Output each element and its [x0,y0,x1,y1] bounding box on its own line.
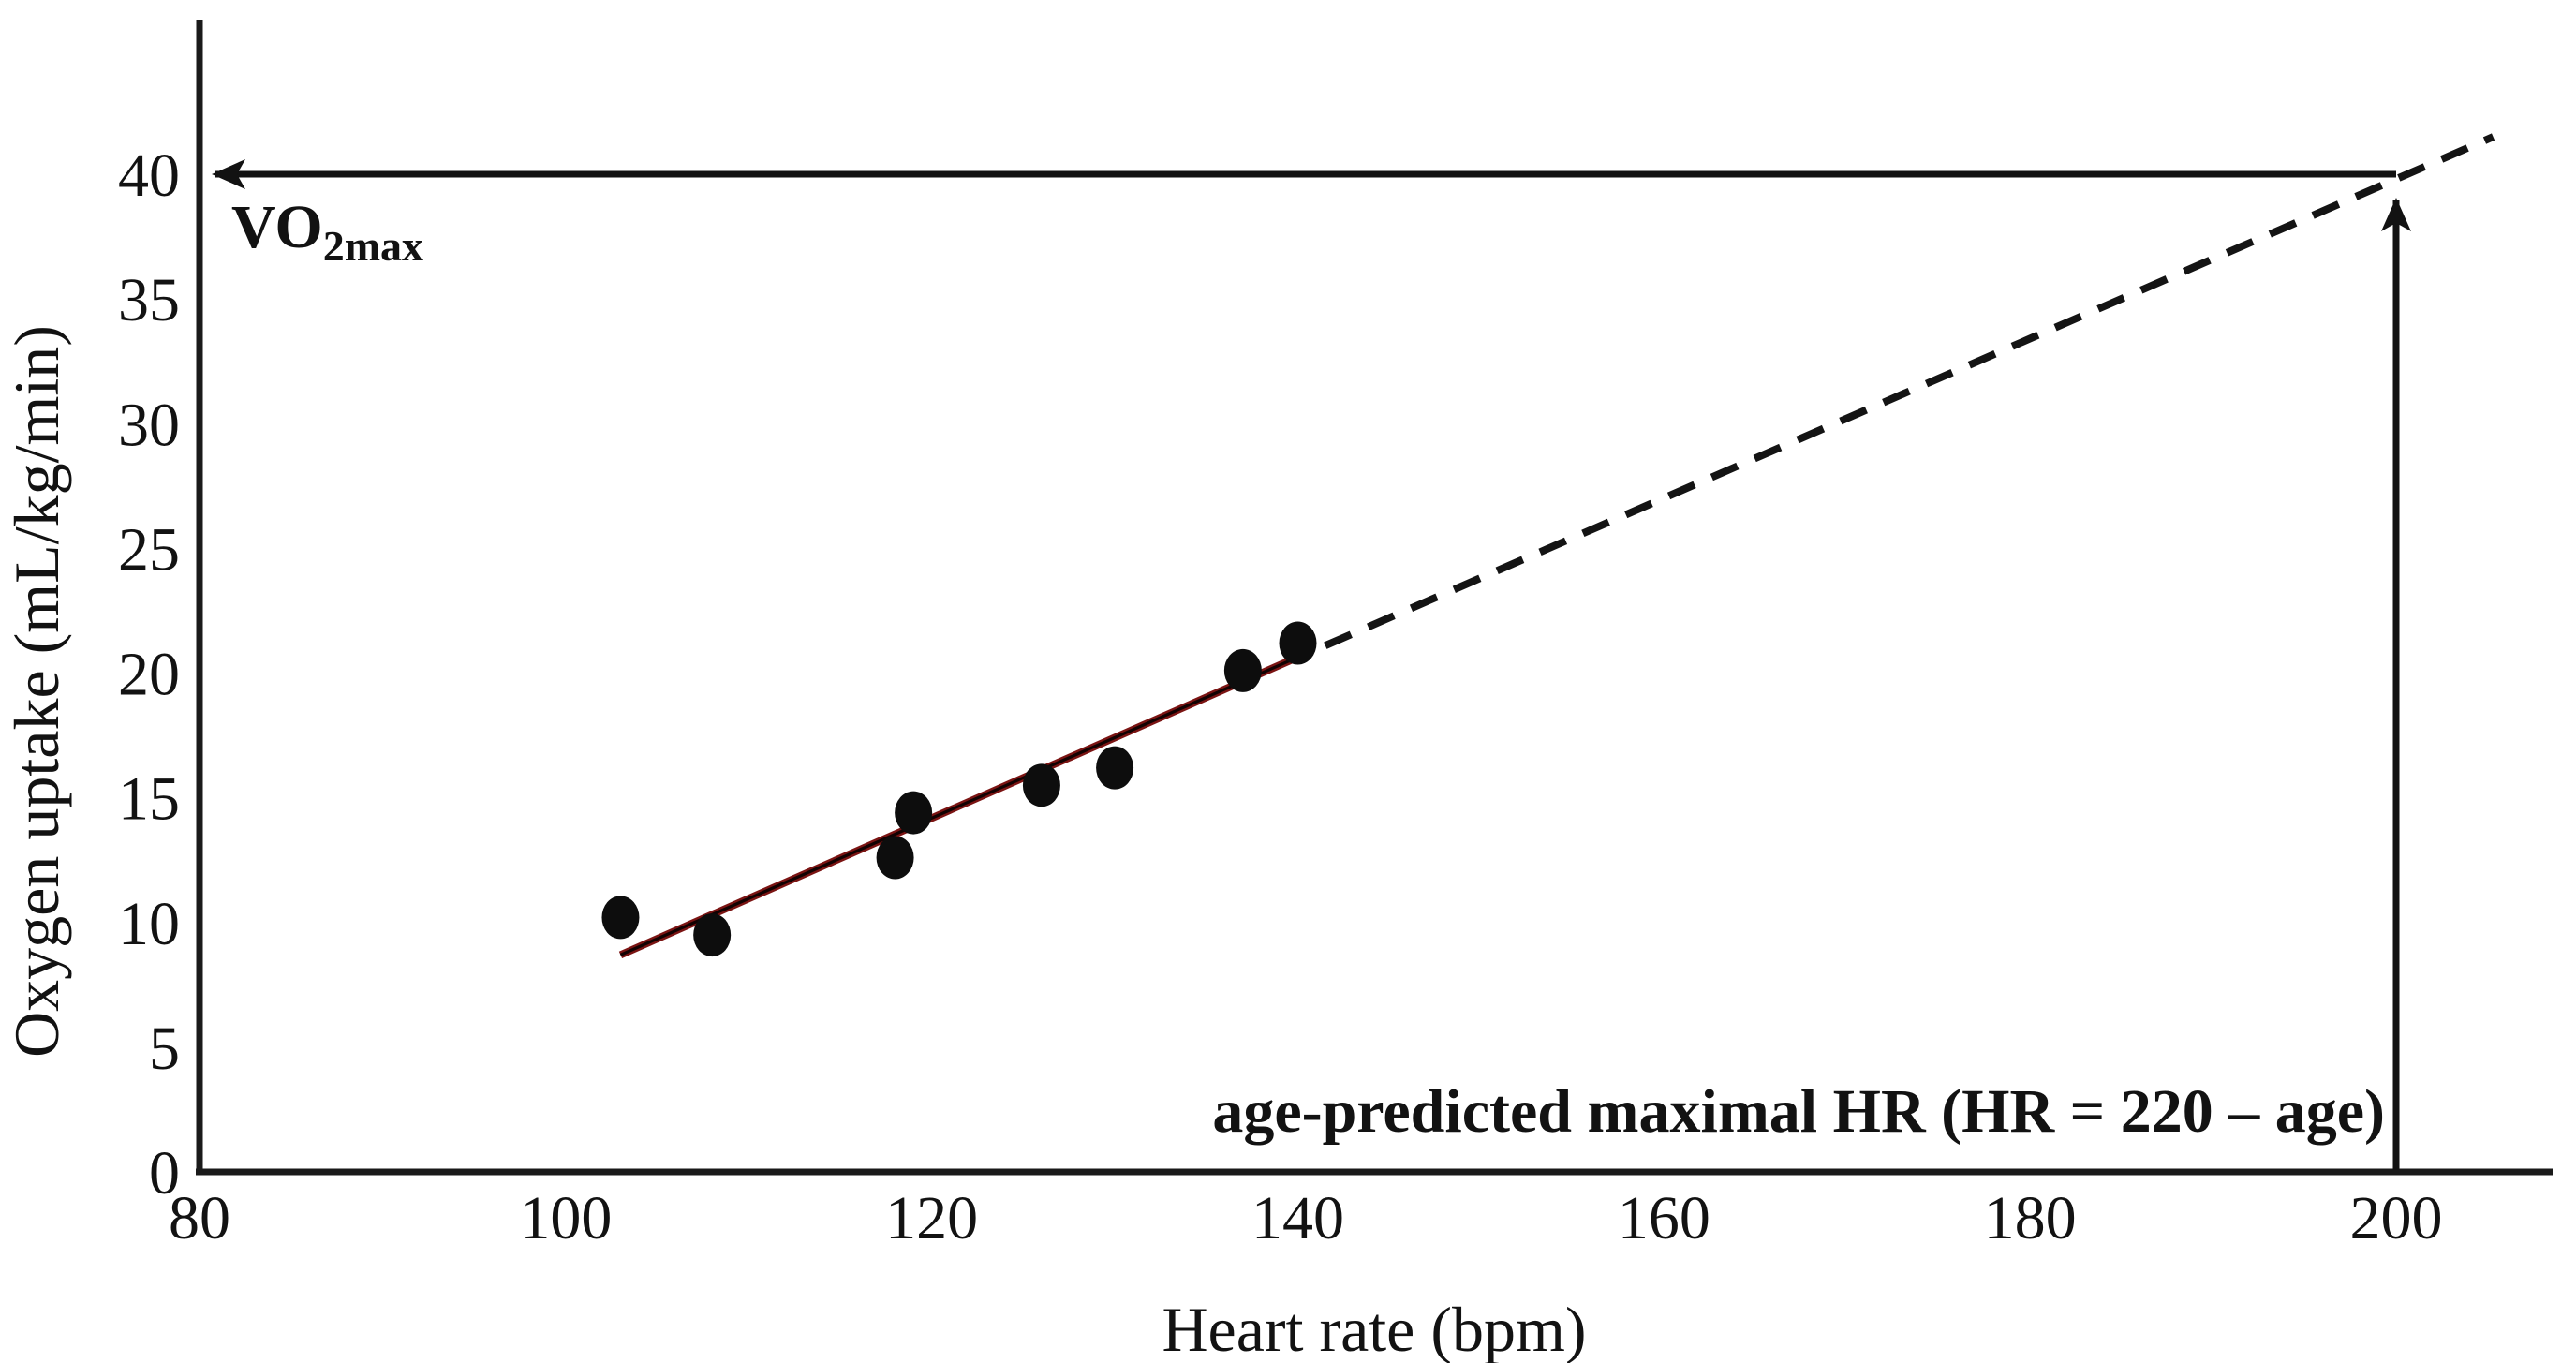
y-tick-label: 0 [149,1139,180,1207]
data-point [895,791,933,835]
x-tick-label: 200 [2350,1184,2443,1252]
y-tick-label: 25 [118,515,180,584]
data-point [601,896,640,940]
extrapolation-dashed-line [1324,133,2495,649]
regression-line-core [619,651,1308,956]
y-axis-title: Oxygen uptake (mL/kg/min) [1,325,72,1058]
data-point [1096,746,1134,790]
vo2max-label-subscript: 2max [323,222,423,270]
x-tick-label: 140 [1251,1184,1344,1252]
y-tick-label: 15 [118,765,180,834]
x-axis-title: Heart rate (bpm) [1162,1294,1586,1363]
y-tick-label: 35 [118,266,180,334]
y-tick-label: 40 [118,141,180,210]
x-tick-label: 100 [519,1184,612,1252]
data-point [876,836,914,880]
y-tick-label: 5 [149,1015,180,1083]
age-predicted-max-hr-label: age-predicted maximal HR (HR = 220 – age… [1212,1077,2385,1146]
x-tick-label: 120 [885,1184,978,1252]
generated-chart-layer: 80 100 120 140 160 180 200 0 5 10 15 20 25 30 35 40 [118,20,2553,1252]
data-point [1022,763,1060,807]
data-point [1223,648,1262,692]
data-point [693,913,732,957]
vo2max-label: VO2max [231,193,423,270]
y-tick-label: 30 [118,391,180,459]
x-tick-label: 160 [1618,1184,1710,1252]
y-tick-label: 10 [118,890,180,958]
y-tick-label: 20 [118,641,180,709]
x-tick-label: 180 [1984,1184,2077,1252]
vo2max-label-main: VO [231,193,323,261]
x-tick-label: 80 [169,1184,230,1252]
data-point [1279,621,1317,665]
